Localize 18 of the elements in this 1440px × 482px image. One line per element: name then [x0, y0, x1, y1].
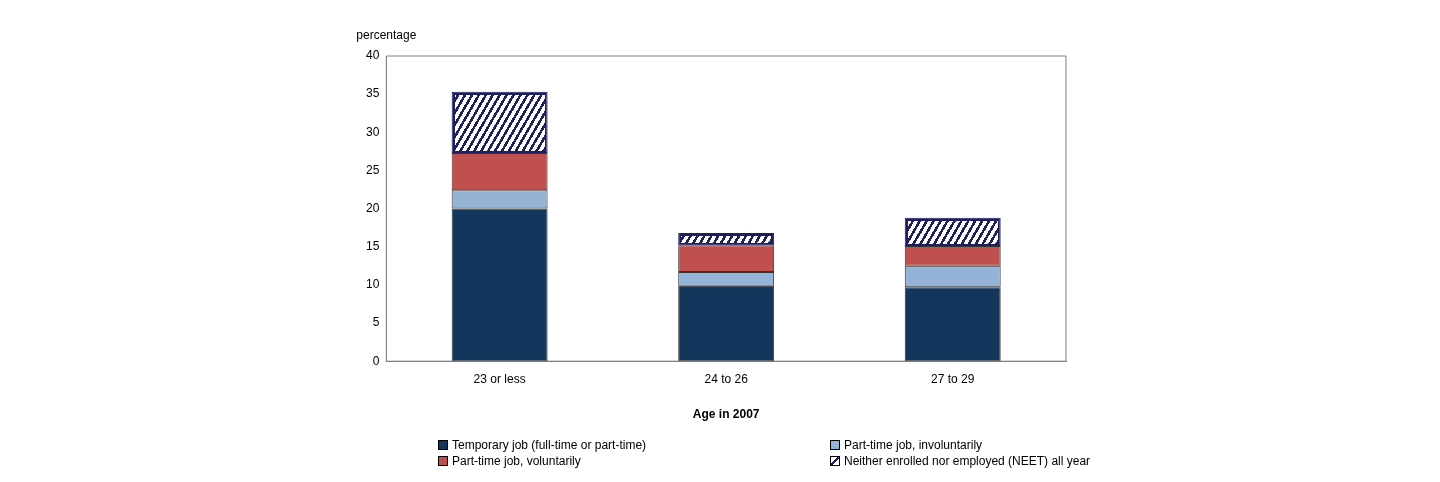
y-tick-label: 35 — [365, 86, 380, 101]
y-tick-label: 20 — [365, 200, 380, 215]
y-tick-label: 25 — [365, 162, 380, 177]
legend-label: Part-time job, voluntarily — [452, 454, 581, 468]
x-tick-label: 27 to 29 — [931, 371, 975, 386]
y-tick-label: 5 — [372, 315, 380, 330]
y-tick-label: 15 — [365, 239, 380, 254]
y-tick-label: 0 — [372, 353, 380, 368]
x-tick-label: 23 or less — [473, 371, 526, 386]
y-tick-label: 10 — [365, 277, 380, 292]
x-tick-label: 24 to 26 — [704, 371, 749, 386]
legend-label: Part-time job, involuntarily — [844, 438, 983, 452]
legend-label: Neither enrolled nor employed (NEET) all year — [844, 454, 1091, 468]
y-tick-label: 30 — [365, 124, 380, 139]
y-axis-title: percentage — [356, 28, 417, 43]
x-axis-title: Age in 2007 — [692, 407, 760, 422]
legend-label: Temporary job (full-time or part-time) — [452, 438, 647, 452]
y-tick-label: 40 — [365, 48, 380, 63]
